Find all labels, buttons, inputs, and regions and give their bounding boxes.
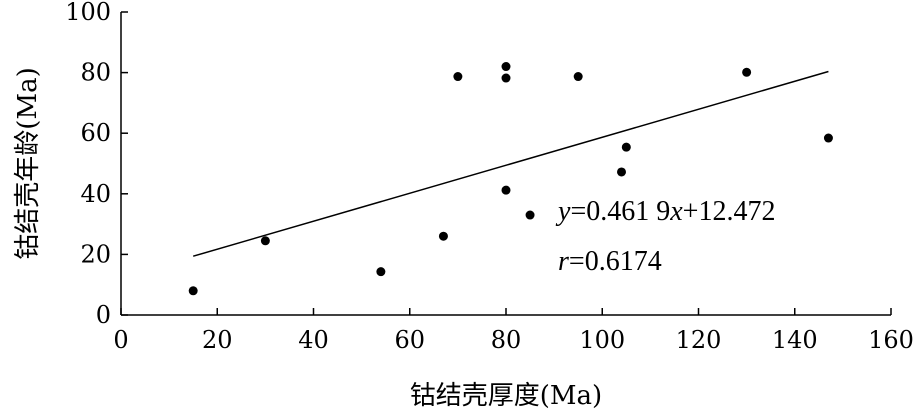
regression-equation: y=0.461 9x+12.472 bbox=[555, 196, 775, 227]
correlation-coefficient: r=0.6174 bbox=[558, 246, 662, 277]
data-point bbox=[188, 286, 198, 296]
y-tick-label: 100 bbox=[65, 0, 111, 26]
data-point bbox=[501, 185, 511, 195]
data-point bbox=[438, 231, 448, 241]
x-tick-label: 100 bbox=[579, 326, 625, 354]
data-points bbox=[188, 62, 833, 296]
data-point bbox=[823, 133, 833, 143]
trendline bbox=[192, 70, 829, 257]
annotation-part: +12.472 bbox=[683, 196, 776, 227]
data-point bbox=[621, 142, 631, 152]
data-point bbox=[501, 62, 511, 72]
axes bbox=[120, 12, 891, 316]
x-tick-label: 140 bbox=[772, 326, 818, 354]
x-tick-label: 120 bbox=[676, 326, 722, 354]
annotation-part: y bbox=[555, 196, 571, 227]
x-tick-label: 80 bbox=[491, 326, 522, 354]
data-point bbox=[742, 67, 752, 77]
y-tick-label: 0 bbox=[96, 301, 111, 329]
y-tick-label: 80 bbox=[80, 59, 111, 87]
annotation-part: x bbox=[669, 196, 683, 227]
annotation-part: =0.461 9 bbox=[570, 196, 670, 227]
y-axis-title: 钴结壳年龄(Ma) bbox=[13, 67, 43, 259]
annotation-part: =0.6174 bbox=[569, 246, 662, 277]
y-tick-label: 40 bbox=[80, 180, 111, 208]
data-point bbox=[453, 72, 463, 82]
data-point bbox=[573, 72, 583, 82]
data-point bbox=[376, 267, 386, 277]
data-point bbox=[617, 167, 626, 177]
annotation-part: r bbox=[558, 246, 569, 277]
y-tick-label: 20 bbox=[80, 240, 111, 268]
x-axis-title: 钴结壳厚度(Ma) bbox=[410, 381, 602, 411]
x-tick-label: 40 bbox=[298, 326, 329, 354]
data-point bbox=[501, 73, 511, 83]
data-point bbox=[525, 210, 535, 220]
x-tick-label: 20 bbox=[202, 326, 233, 354]
data-point bbox=[260, 236, 270, 246]
x-tick-label: 60 bbox=[394, 326, 425, 354]
ticks: 0 20 40 60 80 100 120 140 160 0 20 40 60 80 100 bbox=[65, 0, 914, 354]
x-tick-label: 160 bbox=[868, 326, 914, 354]
y-tick-label: 60 bbox=[80, 119, 111, 147]
x-tick-label: 0 bbox=[113, 326, 128, 354]
